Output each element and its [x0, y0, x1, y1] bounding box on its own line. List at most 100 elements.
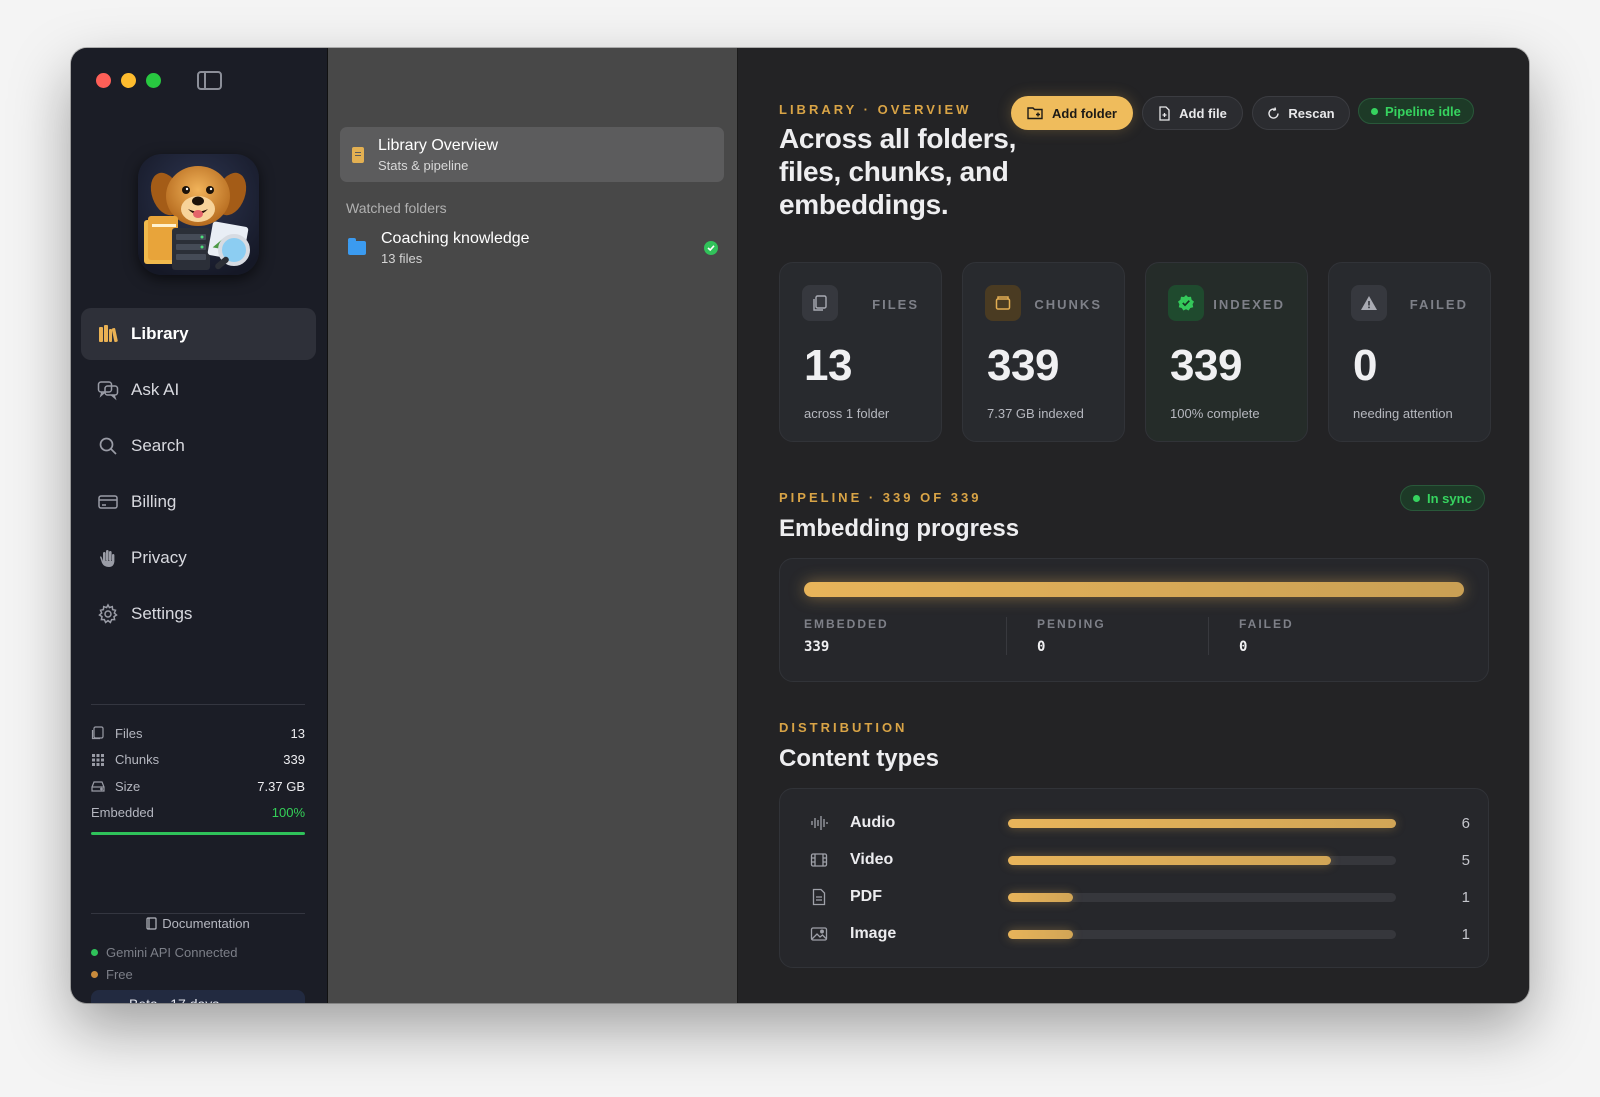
- gear-icon: [97, 603, 119, 625]
- sidebar-stats: Files 13 Chunks 339 Size 7.37 GB Embedde…: [91, 720, 305, 835]
- folder-plus-icon: [1027, 107, 1043, 120]
- sync-status-badge: In sync: [1400, 485, 1485, 511]
- documentation-label: Documentation: [162, 916, 250, 931]
- divider: [91, 704, 305, 705]
- files-icon: [91, 726, 104, 740]
- stat-size-label: Size: [115, 778, 141, 794]
- content-type-row: Video 5: [810, 848, 1470, 872]
- content-type-name: Audio: [850, 814, 896, 831]
- app-window: Library Ask AI Search Billing: [71, 48, 1529, 1003]
- indexed-card-label: INDEXED: [1213, 297, 1285, 312]
- stat-files-label: Files: [115, 725, 143, 741]
- box-icon: [985, 285, 1021, 321]
- document-icon: [352, 146, 364, 163]
- nav-privacy-label: Privacy: [131, 548, 187, 567]
- app-logo: [138, 154, 259, 275]
- indexed-card: INDEXED 339 100% complete: [1145, 262, 1308, 442]
- chunks-card: CHUNKS 339 7.37 GB indexed: [962, 262, 1125, 442]
- embedding-progress-panel: EMBEDDED 339 PENDING 0 FAILED 0: [779, 558, 1489, 682]
- pipeline-stats: EMBEDDED 339 PENDING 0 FAILED 0: [804, 617, 1410, 655]
- content-type-row: Image 1: [810, 922, 1470, 946]
- plan-status: Free: [91, 967, 133, 982]
- content-type-bar: [1008, 818, 1396, 828]
- page-title: Across all folders, files, chunks, and e…: [779, 123, 1017, 220]
- stat-size: Size 7.37 GB: [91, 773, 305, 800]
- chunks-card-sub: 7.37 GB indexed: [987, 406, 1084, 421]
- nav-library[interactable]: Library: [81, 308, 316, 360]
- minimize-window-button[interactable]: [121, 73, 136, 88]
- content-type-name: Image: [850, 925, 897, 942]
- content-type-row: PDF 1: [810, 885, 1470, 909]
- add-folder-button[interactable]: Add folder: [1011, 96, 1133, 130]
- book-icon: [146, 917, 157, 930]
- search-icon: [97, 435, 119, 457]
- pipeline-status-badge: Pipeline idle: [1358, 98, 1474, 124]
- status-dot: [1371, 107, 1378, 115]
- indexed-card-sub: 100% complete: [1170, 406, 1260, 421]
- indexed-card-value: 339: [1170, 341, 1242, 390]
- content-type-row: Audio 6: [810, 811, 1470, 835]
- film-icon: [810, 853, 828, 867]
- content-type-count: 1: [1461, 925, 1470, 943]
- library-overview-item[interactable]: Library Overview Stats & pipeline: [340, 127, 724, 182]
- embedded-stat-label: EMBEDDED: [804, 617, 889, 631]
- nav-library-label: Library: [131, 324, 189, 343]
- stat-embedded-label: Embedded: [91, 805, 154, 821]
- files-card-sub: across 1 folder: [804, 406, 890, 421]
- failed-card: FAILED 0 needing attention: [1328, 262, 1491, 442]
- sidebar-toggle-icon[interactable]: [197, 71, 222, 90]
- pipeline-eyebrow: PIPELINE · 339 OF 339: [779, 490, 982, 505]
- close-window-button[interactable]: [96, 73, 111, 88]
- refresh-icon: [1268, 106, 1280, 119]
- content-type-count: 1: [1461, 888, 1470, 906]
- pending-stat: PENDING 0: [1006, 617, 1208, 655]
- documentation-link[interactable]: Documentation: [91, 916, 305, 931]
- nav-billing[interactable]: Billing: [81, 476, 316, 528]
- stat-size-value: 7.37 GB: [257, 778, 305, 794]
- folder-item[interactable]: Coaching knowledge 13 files: [348, 226, 724, 270]
- grid-icon: [92, 753, 104, 766]
- main-navigation: Library Ask AI Search Billing: [81, 308, 316, 644]
- failed-card-label: FAILED: [1409, 297, 1468, 312]
- document-icon: [812, 888, 826, 906]
- distribution-title: Content types: [779, 745, 940, 772]
- nav-settings[interactable]: Settings: [81, 588, 316, 640]
- folder-file-count: 13 files: [381, 251, 423, 266]
- beta-badge[interactable]: Beta - 17 days remaining: [91, 990, 305, 1003]
- nav-search-label: Search: [131, 436, 185, 455]
- files-card-value: 13: [804, 341, 852, 390]
- stat-chunks-label: Chunks: [115, 752, 160, 768]
- stat-embedded-value: 100%: [271, 805, 305, 821]
- folder-icon: [348, 238, 366, 255]
- nav-billing-label: Billing: [131, 492, 177, 511]
- drive-icon: [91, 781, 105, 792]
- content-types-panel: Audio 6 Video 5 PDF 1 Image 1: [779, 788, 1489, 968]
- image-icon: [810, 927, 828, 941]
- nav-search[interactable]: Search: [81, 420, 316, 472]
- rescan-button[interactable]: Rescan: [1252, 96, 1350, 130]
- files-card: FILES 13 across 1 folder: [779, 262, 942, 442]
- pipeline-status-label: Pipeline idle: [1385, 103, 1461, 119]
- waveform-icon: [811, 816, 828, 830]
- add-file-button[interactable]: Add file: [1142, 96, 1243, 130]
- api-status: Gemini API Connected: [91, 945, 238, 960]
- api-status-label: Gemini API Connected: [106, 945, 238, 960]
- content-type-bar: [1008, 855, 1396, 865]
- failed-card-value: 0: [1353, 341, 1377, 390]
- folder-name: Coaching knowledge: [381, 230, 530, 247]
- divider: [91, 913, 305, 914]
- overview-title: Library Overview: [378, 136, 499, 154]
- watched-folders-heading: Watched folders: [346, 200, 447, 216]
- zoom-window-button[interactable]: [146, 73, 161, 88]
- files-card-label: FILES: [872, 297, 919, 312]
- warning-icon: [1351, 285, 1387, 321]
- stat-embedded: Embedded 100%: [91, 800, 305, 827]
- status-dot: [1413, 494, 1420, 502]
- pipeline-title: Embedding progress: [779, 515, 1020, 542]
- nav-ask-ai[interactable]: Ask AI: [81, 364, 316, 416]
- nav-privacy[interactable]: Privacy: [81, 532, 316, 584]
- content-type-name: Video: [850, 851, 894, 868]
- embedded-progress-bar: [91, 832, 305, 835]
- distribution-header: DISTRIBUTION Content types: [779, 720, 939, 773]
- content-type-bar-fill: [1008, 929, 1073, 939]
